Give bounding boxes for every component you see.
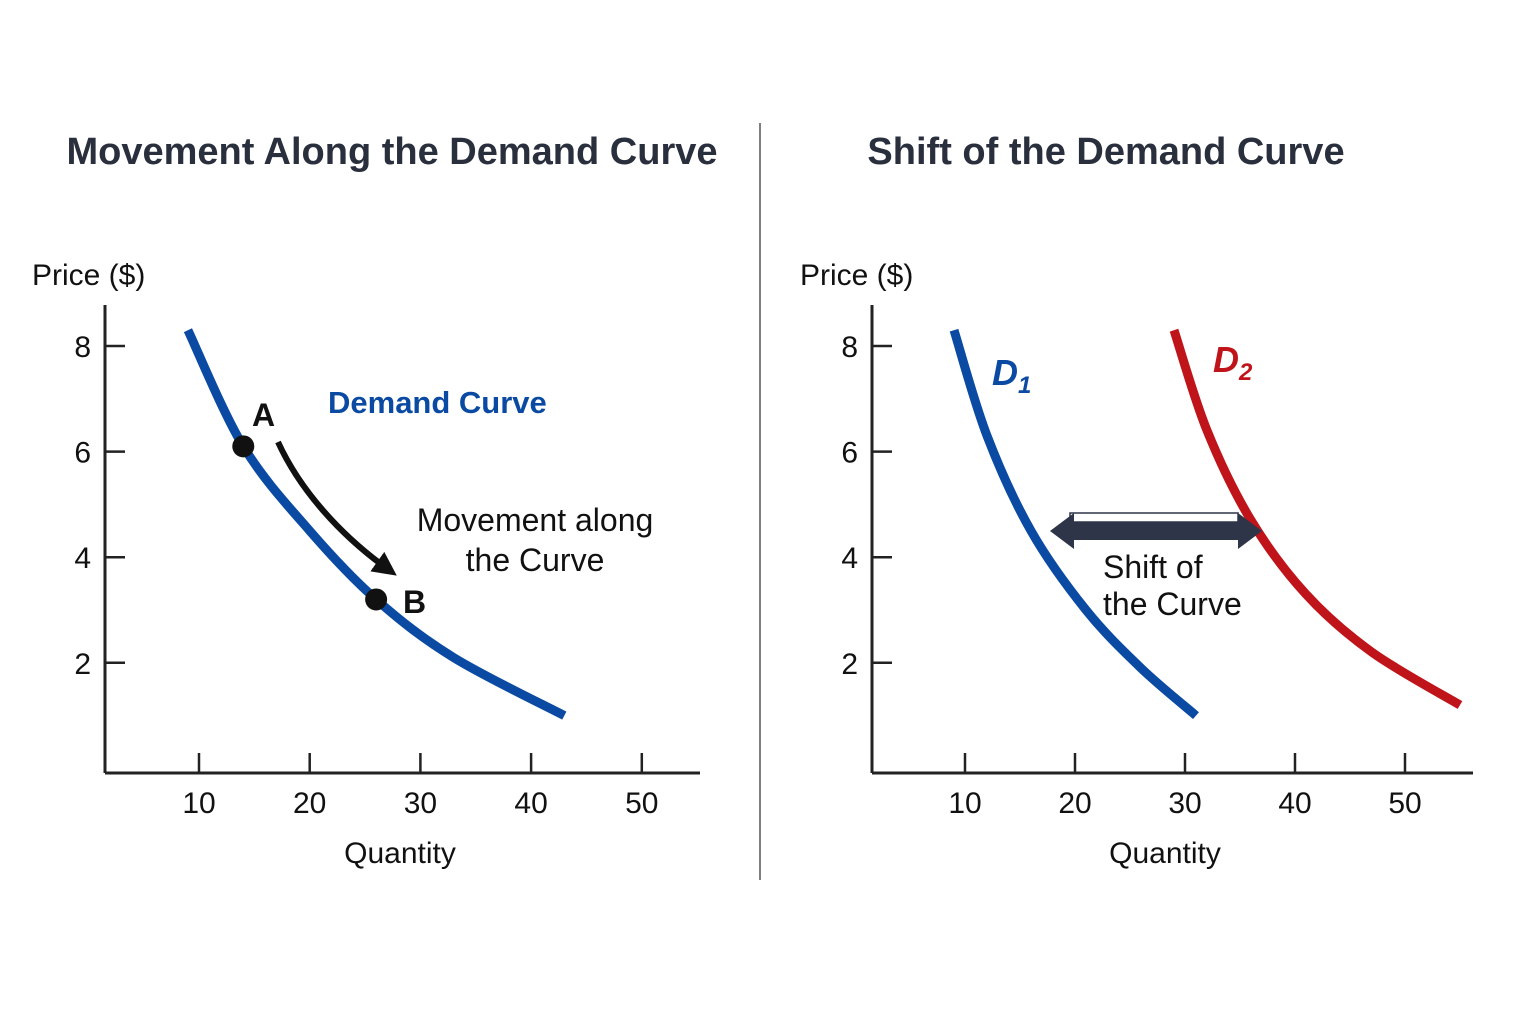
shift-annotation-line2: the Curve <box>1103 586 1242 622</box>
left-y-axis-label: Price ($) <box>32 259 145 292</box>
left-y-tick-label-2: 2 <box>74 648 91 681</box>
demand-curve-line <box>183 328 567 720</box>
right-y-tick-label-6: 6 <box>841 437 858 470</box>
movement-annotation-line1: Movement along <box>417 502 654 538</box>
left-chart-title: Movement Along the Demand Curve <box>66 131 717 173</box>
right-x-tick-label-40: 40 <box>1278 787 1311 820</box>
point-b-marker <box>365 588 388 611</box>
point-b-label: B <box>403 584 426 620</box>
movement-arrow <box>275 440 397 576</box>
right-x-axis-label: Quantity <box>1109 837 1221 870</box>
shift-arrow <box>1050 512 1262 549</box>
shift-annotation-line1: Shift of <box>1103 549 1203 585</box>
right-y-tick-label-2: 2 <box>841 648 858 681</box>
left-y-tick-label-4: 4 <box>74 542 91 575</box>
right-panel: Shift of the Demand Curve Price ($) Quan… <box>800 131 1473 870</box>
left-x-tick-label-50: 50 <box>625 787 658 820</box>
right-x-tick-label-20: 20 <box>1058 787 1091 820</box>
left-x-tick-label-40: 40 <box>514 787 547 820</box>
right-x-tick-label-30: 30 <box>1168 787 1201 820</box>
d1-curve-line <box>949 328 1199 720</box>
right-y-tick-label-4: 4 <box>841 542 858 575</box>
right-chart-title: Shift of the Demand Curve <box>867 131 1344 173</box>
left-x-tick-label-10: 10 <box>182 787 215 820</box>
right-y-axis-label: Price ($) <box>800 259 913 292</box>
left-x-tick-label-20: 20 <box>293 787 326 820</box>
point-a-label: A <box>252 397 275 433</box>
left-x-tick-label-30: 30 <box>404 787 437 820</box>
d2-label: D2 <box>1213 339 1253 386</box>
left-x-axis-label: Quantity <box>344 837 456 870</box>
movement-annotation-line2: the Curve <box>466 542 605 578</box>
point-a-marker <box>232 435 255 458</box>
right-x-tick-label-10: 10 <box>948 787 981 820</box>
left-panel: Movement Along the Demand Curve Price ($… <box>32 131 718 870</box>
right-y-tick-label-8: 8 <box>841 331 858 364</box>
right-x-tick-label-50: 50 <box>1388 787 1421 820</box>
left-y-tick-label-8: 8 <box>74 331 91 364</box>
d1-label: D1 <box>992 352 1031 399</box>
demand-curve-label: Demand Curve <box>328 385 547 420</box>
d2-curve-line <box>1169 328 1463 709</box>
left-y-tick-label-6: 6 <box>74 437 91 470</box>
